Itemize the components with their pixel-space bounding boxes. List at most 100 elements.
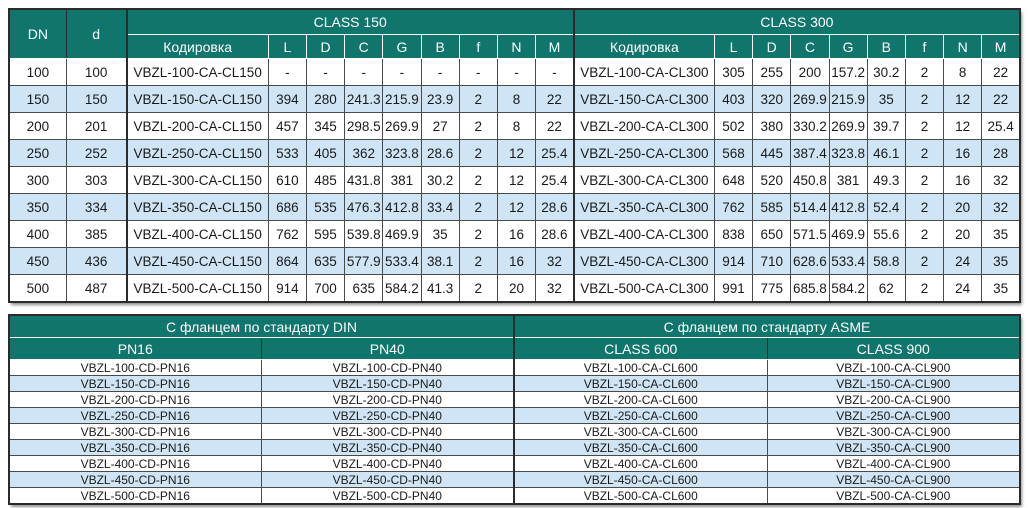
cell-class-600: VBZL-250-CA-CL600: [513, 407, 768, 424]
cell-c300-c: 450.8: [790, 166, 830, 194]
cell-class-900: VBZL-350-CA-CL900: [766, 439, 1021, 456]
cell-c300-m: 35: [981, 274, 1021, 303]
cell-c300-coding: VBZL-350-CA-CL300: [572, 193, 715, 221]
cell-dn: 100: [8, 58, 67, 86]
subheader-c300-b: B: [866, 34, 906, 59]
cell-pn16: VBZL-250-CD-PN16: [8, 407, 262, 424]
cell-class-900: VBZL-300-CA-CL900: [766, 423, 1021, 440]
cell-c150-f: 2: [458, 220, 498, 248]
cell-c300-n: 12: [943, 112, 983, 140]
cell-c150-b: 23.9: [420, 85, 460, 113]
cell-c300-coding: VBZL-200-CA-CL300: [572, 112, 715, 140]
cell-c300-g: 215.9: [828, 85, 868, 113]
cell-c300-f: 2: [904, 166, 945, 194]
subheader-c300-n: N: [943, 34, 983, 59]
cell-c300-l: 568: [713, 139, 754, 167]
cell-c300-m: 25.4: [981, 112, 1021, 140]
subheader-class-900: CLASS 900: [766, 337, 1021, 360]
cell-c300-c: 269.9: [790, 85, 830, 113]
cell-c300-coding: VBZL-450-CA-CL300: [572, 247, 715, 275]
subheader-pn40: PN40: [260, 337, 515, 360]
cell-c300-coding: VBZL-150-CA-CL300: [572, 85, 715, 113]
flange-code-row: VBZL-300-CD-PN16 VBZL-300-CD-PN40 VBZL-300…: [8, 423, 1021, 440]
cell-class-600: VBZL-100-CA-CL600: [513, 359, 768, 376]
cell-c150-f: 2: [458, 112, 498, 140]
cell-c300-l: 914: [713, 247, 754, 275]
cell-c150-coding: VBZL-500-CA-CL150: [125, 274, 269, 303]
cell-class-600: VBZL-350-CA-CL600: [513, 439, 768, 456]
cell-c300-coding: VBZL-400-CA-CL300: [572, 220, 715, 248]
cell-c300-l: 838: [713, 220, 754, 248]
cell-c150-f: 2: [458, 139, 498, 167]
dimension-row: 150 150 VBZL-150-CA-CL150 394 280 241.3 215.9 2…: [8, 85, 1021, 113]
cell-c150-g: 381: [382, 166, 422, 194]
cell-d: 334: [65, 193, 128, 221]
header-class-150: CLASS 150: [125, 8, 575, 35]
cell-class-600: VBZL-200-CA-CL600: [513, 391, 768, 408]
cell-class-900: VBZL-100-CA-CL900: [766, 359, 1021, 376]
cell-class-600: VBZL-450-CA-CL600: [513, 471, 768, 488]
cell-c300-g: 157.2: [828, 58, 868, 86]
cell-c300-m: 32: [981, 166, 1021, 194]
cell-c150-l: 457: [267, 112, 307, 140]
flange-subheader-row: PN16 PN40 CLASS 600 CLASS 900: [8, 337, 1021, 360]
flange-code-row: VBZL-350-CD-PN16 VBZL-350-CD-PN40 VBZL-350…: [8, 439, 1021, 456]
cell-dn: 350: [8, 193, 67, 221]
cell-c300-g: 469.9: [828, 220, 868, 248]
cell-c150-m: -: [535, 58, 575, 86]
cell-c150-coding: VBZL-300-CA-CL150: [125, 166, 269, 194]
flange-code-row: VBZL-250-CD-PN16 VBZL-250-CD-PN40 VBZL-250…: [8, 407, 1021, 424]
cell-c300-f: 2: [904, 139, 945, 167]
cell-c150-d: -: [305, 58, 346, 86]
cell-c150-c: 362: [344, 139, 384, 167]
cell-dn: 400: [8, 220, 67, 248]
cell-pn16: VBZL-450-CD-PN16: [8, 471, 262, 488]
subheader-c150-d: D: [305, 34, 346, 59]
cell-c300-l: 991: [713, 274, 754, 303]
cell-c150-l: 610: [267, 166, 307, 194]
subheader-c300-g: G: [828, 34, 868, 59]
cell-c150-g: -: [382, 58, 422, 86]
cell-class-900: VBZL-500-CA-CL900: [766, 487, 1021, 505]
cell-c150-g: 323.8: [382, 139, 422, 167]
cell-c300-c: 628.6: [790, 247, 830, 275]
cell-c150-d: 345: [305, 112, 346, 140]
cell-c150-g: 215.9: [382, 85, 422, 113]
cell-c150-b: 35: [420, 220, 460, 248]
cell-pn40: VBZL-100-CD-PN40: [260, 359, 515, 376]
flange-code-row: VBZL-100-CD-PN16 VBZL-100-CD-PN40 VBZL-100…: [8, 359, 1021, 376]
cell-c150-n: 16: [496, 247, 537, 275]
cell-c150-coding: VBZL-250-CA-CL150: [125, 139, 269, 167]
cell-c300-b: 49.3: [866, 166, 906, 194]
subheader-class-600: CLASS 600: [513, 337, 768, 360]
cell-c150-n: 16: [496, 220, 537, 248]
cell-c150-d: 595: [305, 220, 346, 248]
subheader-c300-m: M: [981, 34, 1021, 59]
header-class-300: CLASS 300: [572, 8, 1021, 35]
cell-d: 385: [65, 220, 128, 248]
subheader-c150-l: L: [267, 34, 307, 59]
cell-c150-f: 2: [458, 166, 498, 194]
cell-c300-g: 412.8: [828, 193, 868, 221]
cell-class-900: VBZL-150-CA-CL900: [766, 375, 1021, 392]
cell-pn16: VBZL-200-CD-PN16: [8, 391, 262, 408]
cell-c300-n: 12: [943, 85, 983, 113]
cell-c300-d: 650: [752, 220, 792, 248]
header-dn: DN: [8, 8, 67, 59]
cell-c150-coding: VBZL-350-CA-CL150: [125, 193, 269, 221]
cell-pn40: VBZL-200-CD-PN40: [260, 391, 515, 408]
subheader-c300-c: C: [790, 34, 830, 59]
cell-class-600: VBZL-400-CA-CL600: [513, 455, 768, 472]
cell-c300-g: 584.2: [828, 274, 868, 303]
cell-c150-m: 28.6: [535, 193, 575, 221]
cell-c300-g: 323.8: [828, 139, 868, 167]
cell-dn: 250: [8, 139, 67, 167]
subheader-c300-l: L: [713, 34, 754, 59]
cell-d: 252: [65, 139, 128, 167]
cell-c300-n: 20: [943, 220, 983, 248]
cell-c150-c: 476.3: [344, 193, 384, 221]
subheader-c150-f: f: [458, 34, 498, 59]
cell-pn40: VBZL-450-CD-PN40: [260, 471, 515, 488]
